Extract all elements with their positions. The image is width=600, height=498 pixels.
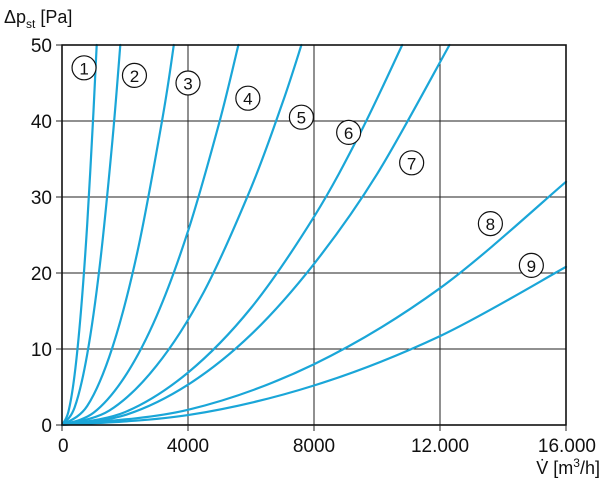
marker-label: 4: [243, 90, 252, 109]
series-line-5: [60, 43, 303, 427]
curve-marker-4: 4: [235, 85, 261, 111]
curve-marker-3: 3: [175, 70, 201, 96]
tick-labels: 0 10 20 30 40 50 0 4000 8000 12.000 16.000: [31, 36, 596, 457]
curve-marker-2: 2: [121, 62, 148, 89]
marker-circle: [336, 119, 362, 145]
series-line-6: [60, 43, 404, 427]
marker-circle: [175, 70, 201, 96]
series-line-4: [60, 43, 240, 427]
marker-circle: [477, 211, 503, 237]
marker-label: 5: [297, 109, 306, 128]
marker-circle: [399, 150, 425, 176]
marker-circle: [288, 104, 314, 130]
series-curves: [60, 43, 568, 427]
y-tick-label: 40: [31, 112, 52, 133]
series-line-2: [60, 43, 122, 427]
curve-marker-9: 9: [518, 252, 544, 278]
marker-label: 2: [130, 67, 139, 86]
y-tick-label: 50: [31, 36, 52, 57]
curve-markers: 1 2 3 4 5 6 7 8 9: [71, 55, 544, 278]
x-tick-label: 12.000: [411, 436, 469, 457]
curve-marker-6: 6: [336, 119, 362, 145]
marker-label: 9: [527, 257, 536, 276]
series-line-7: [60, 43, 451, 427]
marker-circle: [518, 252, 544, 278]
series-line-3: [60, 43, 175, 427]
x-tick-label: 4000: [167, 436, 209, 457]
series-line-8: [60, 180, 568, 427]
x-axis-label: V̇ [m3/h]: [536, 456, 600, 478]
curve-marker-5: 5: [288, 104, 314, 130]
y-tick-label: 10: [31, 340, 52, 361]
y-tick-label: 0: [41, 416, 52, 437]
curve-marker-8: 8: [477, 211, 503, 237]
marker-label: 3: [183, 75, 192, 94]
x-tick-label: 0: [58, 436, 69, 457]
curve-marker-1: 1: [71, 55, 97, 81]
x-tick-label: 8000: [293, 436, 335, 457]
marker-circle: [121, 62, 148, 89]
curve-marker-7: 7: [399, 150, 425, 176]
series-line-9: [60, 265, 568, 427]
marker-label: 8: [486, 215, 495, 234]
x-tick-label: 16.000: [538, 436, 596, 457]
marker-circle: [71, 55, 97, 81]
marker-label: 6: [344, 124, 353, 143]
marker-label: 7: [407, 154, 416, 173]
y-tick-label: 20: [31, 264, 52, 285]
y-axis-label: Δpst [Pa]: [4, 7, 72, 31]
marker-label: 1: [79, 59, 88, 78]
series-line-1: [60, 43, 98, 427]
marker-circle: [235, 85, 261, 111]
y-tick-label: 30: [31, 188, 52, 209]
